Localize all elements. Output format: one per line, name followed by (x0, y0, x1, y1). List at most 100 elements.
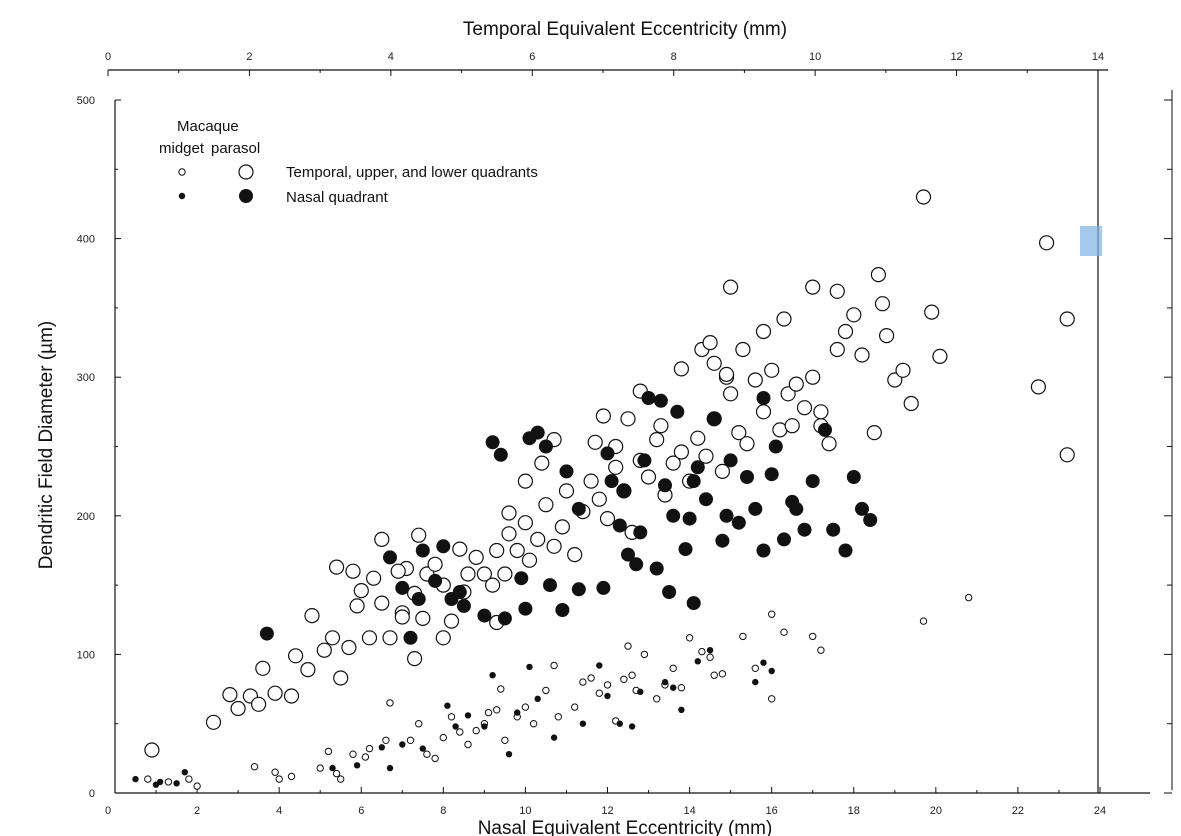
midget-temporal-point (718, 670, 727, 678)
parasol-nasal-point (707, 411, 722, 426)
midget-temporal-point (337, 775, 345, 783)
midget-temporal-point (324, 747, 333, 756)
parasol-temporal-point (887, 372, 903, 388)
parasol-temporal-point (443, 613, 460, 629)
parasol-temporal-point (538, 497, 554, 513)
midget-temporal-point (595, 689, 603, 697)
top-tick-label: 6 (529, 51, 535, 63)
parasol-temporal-point (497, 566, 513, 582)
parasol-temporal-point (567, 546, 583, 563)
parasol-temporal-point (144, 742, 160, 758)
parasol-temporal-point (283, 688, 300, 704)
midget-nasal-point (329, 764, 336, 772)
x-tick-label: 8 (440, 805, 446, 817)
parasol-temporal-point (776, 311, 792, 327)
parasol-temporal-point (673, 361, 690, 377)
parasol-temporal-point (698, 448, 714, 464)
parasol-nasal-point (756, 391, 771, 405)
legend-midget-filled-marker (178, 192, 186, 200)
parasol-temporal-point (345, 563, 361, 579)
parasol-temporal-point (251, 696, 267, 712)
parasol-temporal-point (349, 598, 365, 614)
midget-temporal-point (780, 628, 788, 636)
x-tick-label: 2 (194, 805, 200, 817)
parasol-nasal-point (395, 580, 410, 595)
y-axis-title: Dendritic Field Diameter (µm) (36, 321, 57, 570)
parasol-temporal-point (300, 661, 316, 678)
y-tick-label: 500 (77, 95, 95, 107)
parasol-temporal-point (739, 436, 755, 452)
midget-temporal-point (185, 775, 193, 783)
parasol-temporal-point (460, 566, 476, 582)
midget-temporal-point (628, 671, 636, 679)
data-points (132, 189, 1075, 790)
y-tick-label: 300 (77, 372, 95, 384)
parasol-nasal-point (621, 547, 635, 562)
midget-nasal-point (489, 672, 496, 679)
parasol-nasal-point (596, 580, 611, 595)
parasol-nasal-point (633, 525, 648, 540)
parasol-nasal-point (616, 483, 631, 498)
midget-temporal-point (669, 664, 677, 672)
midget-nasal-point (678, 706, 685, 713)
parasol-temporal-point (595, 408, 612, 424)
parasol-nasal-point (485, 435, 500, 450)
parasol-nasal-point (383, 550, 397, 565)
midget-nasal-point (694, 658, 701, 665)
parasol-nasal-point (715, 533, 730, 548)
parasol-temporal-point (599, 510, 616, 527)
midget-nasal-point (628, 723, 636, 730)
parasol-nasal-point (641, 391, 656, 405)
parasol-temporal-point (333, 670, 349, 686)
midget-temporal-point (653, 695, 661, 703)
top-tick-label: 10 (809, 51, 821, 63)
top-tick-label: 4 (388, 51, 394, 63)
midget-temporal-point (919, 617, 928, 625)
parasol-nasal-point (863, 513, 878, 527)
midget-nasal-point (378, 744, 385, 751)
legend-midget-open-marker (178, 168, 186, 176)
parasol-nasal-point (559, 464, 574, 479)
midget-nasal-point (768, 667, 775, 675)
parasol-temporal-point (878, 328, 895, 344)
parasol-temporal-point (591, 491, 607, 507)
parasol-temporal-point (649, 432, 665, 448)
parasol-temporal-point (255, 660, 271, 676)
parasol-temporal-point (1030, 379, 1047, 395)
parasol-nasal-point (723, 453, 738, 468)
parasol-temporal-point (866, 425, 882, 441)
parasol-temporal-point (1059, 447, 1075, 463)
parasol-temporal-point (673, 444, 690, 460)
midget-nasal-point (752, 678, 759, 686)
midget-nasal-point (399, 741, 406, 748)
midget-nasal-point (481, 723, 488, 730)
parasol-temporal-point (932, 348, 948, 364)
midget-temporal-point (640, 650, 649, 659)
parasol-temporal-point (361, 630, 378, 646)
parasol-temporal-point (394, 609, 410, 625)
parasol-temporal-point (608, 459, 624, 475)
parasol-temporal-point (837, 323, 854, 340)
midget-nasal-point (550, 734, 558, 741)
parasol-temporal-point (895, 362, 911, 378)
midget-nasal-point (661, 678, 669, 686)
midget-temporal-point (739, 632, 747, 641)
highlight-box (1080, 226, 1102, 256)
parasol-nasal-point (653, 393, 668, 408)
parasol-nasal-point (686, 474, 701, 489)
parasol-nasal-point (699, 492, 713, 507)
midget-temporal-point (365, 744, 374, 753)
x-tick-label: 16 (766, 805, 778, 817)
midget-temporal-point (965, 593, 973, 602)
midget-temporal-point (710, 671, 718, 679)
midget-temporal-point (529, 720, 538, 728)
parasol-temporal-point (587, 434, 603, 450)
legend-label-temporal: Temporal, upper, and lower quadrants (286, 164, 538, 181)
parasol-temporal-point (509, 542, 525, 559)
midget-temporal-point (677, 684, 686, 692)
parasol-temporal-point (915, 189, 932, 205)
parasol-temporal-point (476, 566, 492, 582)
legend-col-parasol: parasol (211, 140, 260, 157)
parasol-temporal-point (468, 549, 484, 566)
top-tick-label: 0 (105, 51, 111, 63)
